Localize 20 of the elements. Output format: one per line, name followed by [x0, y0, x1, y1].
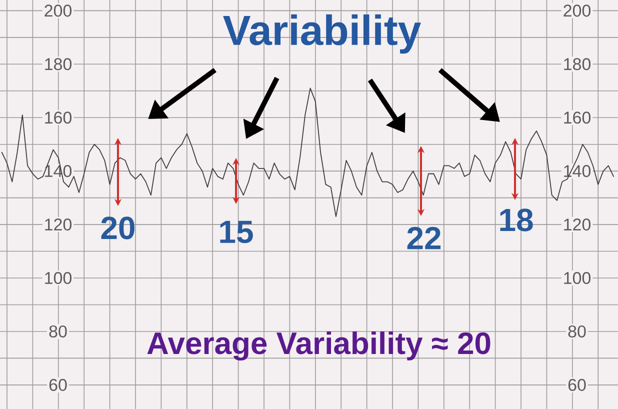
- y-tick-label: 160: [45, 112, 72, 124]
- y2-tick-label: 200: [564, 4, 591, 17]
- y-tick-label: 120: [45, 218, 72, 231]
- annotation: 20: [101, 216, 134, 240]
- y2-tick-label: 60: [568, 378, 586, 391]
- annotation: 15: [220, 220, 253, 244]
- y2-tick-label: 100: [564, 272, 591, 284]
- y-tick-label: 80: [49, 325, 67, 338]
- y2-tick-label: 180: [564, 58, 591, 70]
- y-tick-label: 100: [45, 272, 72, 284]
- y-tick-label: 180: [45, 58, 72, 70]
- y2-tick-label: 120: [564, 218, 591, 231]
- chart-title: Variability: [223, 14, 421, 54]
- annotation: Average Variability ≈ 20: [147, 331, 490, 361]
- y2-tick-label: 160: [564, 112, 591, 124]
- y2-tick-label: 80: [568, 325, 586, 338]
- y-tick-label: 60: [49, 378, 67, 391]
- y-tick-label: 200: [44, 4, 72, 17]
- annotation: 22: [407, 226, 441, 250]
- annotation: 18: [500, 208, 533, 232]
